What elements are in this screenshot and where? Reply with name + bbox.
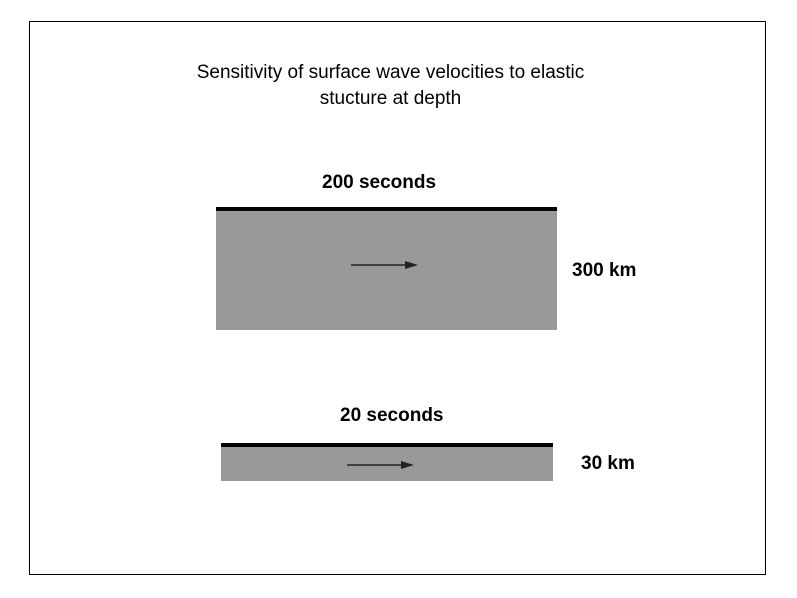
right-arrow-icon [350, 258, 420, 272]
diagram-frame: Sensitivity of surface wave velocities t… [29, 21, 766, 575]
depth-layer-300km [216, 207, 557, 330]
surface-line [221, 443, 553, 447]
diagram-title: Sensitivity of surface wave velocities t… [22, 60, 759, 112]
period-label-200s: 200 seconds [322, 172, 436, 194]
right-arrow-icon [346, 458, 416, 472]
depth-label-300km: 300 km [572, 260, 636, 282]
depth-layer-30km [221, 443, 553, 481]
surface-line [216, 207, 557, 211]
title-line-2: stucture at depth [22, 86, 759, 112]
period-label-20s: 20 seconds [340, 405, 444, 427]
title-line-1: Sensitivity of surface wave velocities t… [22, 60, 759, 86]
depth-label-30km: 30 km [581, 453, 635, 475]
